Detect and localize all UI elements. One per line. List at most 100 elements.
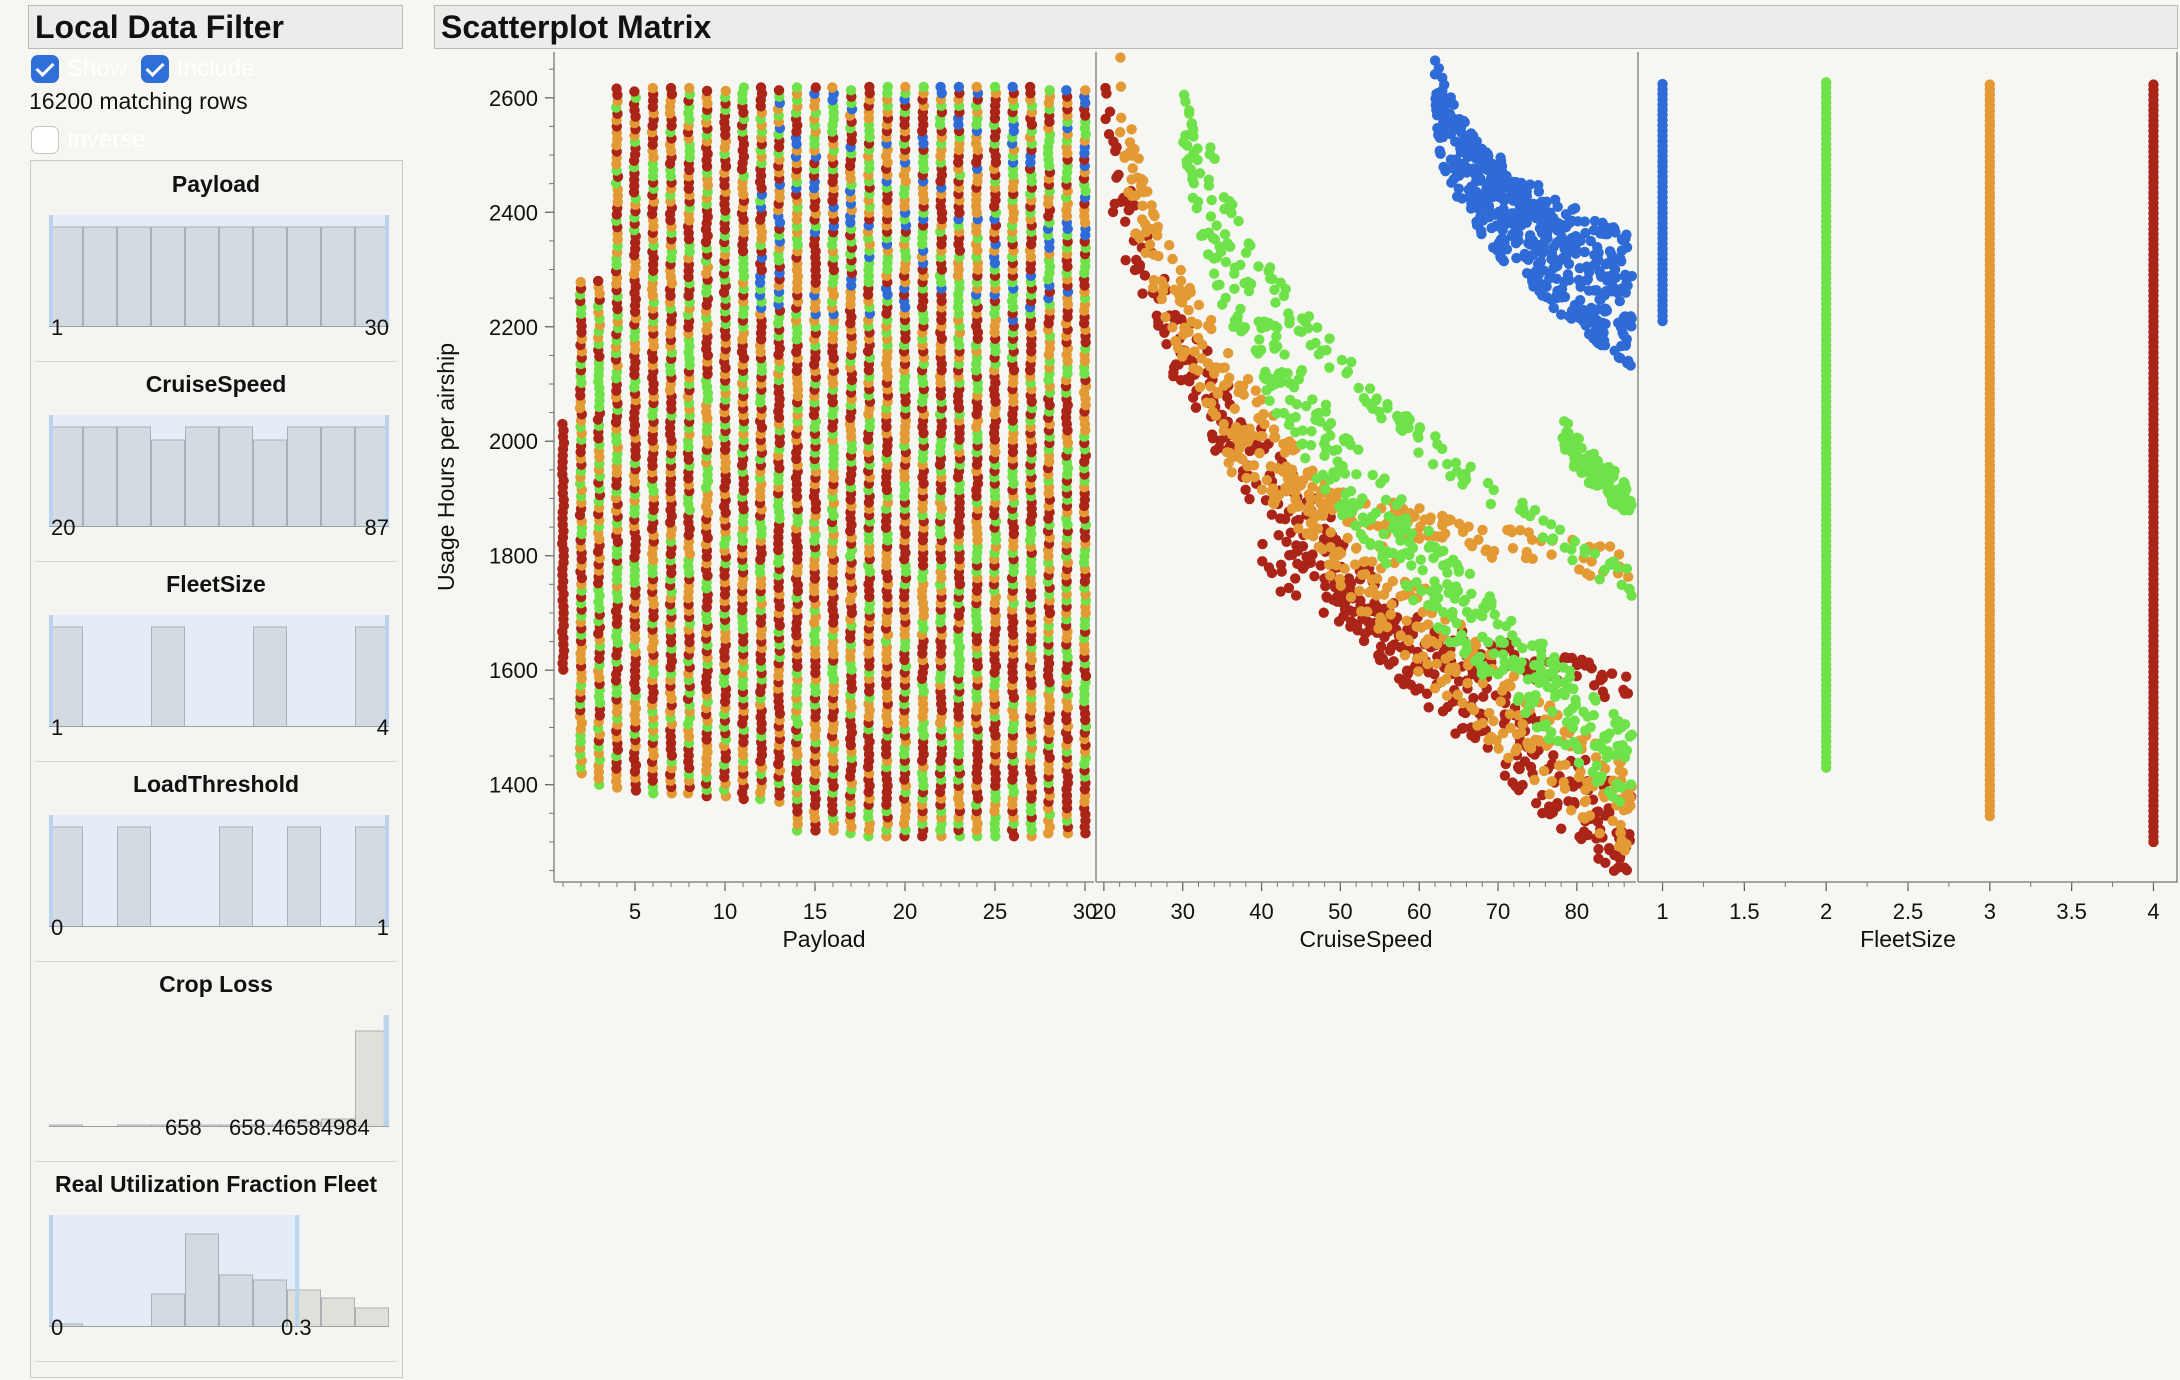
filter-crop-loss[interactable]: Crop Loss 658 658.46584984 (35, 961, 397, 1162)
filter-histogram[interactable] (49, 615, 389, 727)
data-point (1546, 776, 1558, 787)
inverse-label: Inverse (67, 126, 146, 153)
data-point (1126, 124, 1137, 135)
data-point (810, 82, 821, 93)
data-point (989, 81, 1001, 93)
data-point (1386, 599, 1397, 610)
data-point (1290, 573, 1301, 584)
data-point (1335, 580, 1347, 591)
data-point (1423, 525, 1435, 537)
data-point (1250, 385, 1261, 396)
data-point (1283, 582, 1295, 594)
include-checkbox[interactable] (141, 55, 170, 83)
data-point (1522, 674, 1534, 685)
filter-fleetsize[interactable]: FleetSize 1 4 (35, 561, 397, 762)
data-point (1558, 776, 1569, 788)
data-point (1345, 486, 1357, 497)
histogram-bar (321, 426, 355, 527)
data-point (791, 82, 803, 93)
data-point (1137, 288, 1148, 299)
show-label: Show (67, 55, 128, 82)
data-point (1293, 523, 1304, 534)
data-point (1192, 196, 1204, 207)
data-point (1253, 261, 1264, 272)
data-point (1185, 164, 1197, 175)
histogram-bar (185, 1233, 219, 1327)
filter-title: Crop Loss (159, 971, 273, 997)
range-min-handle[interactable] (49, 1215, 53, 1327)
data-point (1256, 322, 1267, 334)
data-point (1331, 444, 1343, 456)
data-point (1353, 444, 1364, 455)
data-point (1167, 322, 1178, 333)
data-point (1597, 686, 1609, 697)
range-max-handle[interactable] (385, 615, 389, 727)
range-max-handle[interactable] (295, 1215, 300, 1327)
range-max-handle[interactable] (385, 1015, 389, 1127)
data-point (1512, 695, 1524, 706)
filter-payload[interactable]: Payload 1 30 (35, 161, 397, 362)
filter-histogram[interactable] (49, 1215, 389, 1327)
data-point (845, 85, 857, 96)
data-point (1302, 506, 1314, 517)
histogram-bar (49, 626, 83, 727)
data-point (1168, 367, 1179, 378)
data-point (1428, 552, 1439, 564)
data-point (1378, 528, 1389, 540)
data-point (1607, 791, 1618, 802)
filter-histogram[interactable] (49, 415, 389, 527)
data-point (1533, 670, 1544, 682)
filter-min-label: 0 (51, 1315, 64, 1340)
data-point (1558, 662, 1569, 673)
data-point (1272, 371, 1283, 383)
range-max-handle[interactable] (385, 215, 389, 327)
data-point (1190, 402, 1202, 413)
filter-histogram[interactable] (49, 215, 389, 327)
data-point (1626, 729, 1638, 740)
data-point (1585, 661, 1596, 672)
data-point (1547, 706, 1558, 717)
range-max-handle[interactable] (385, 815, 389, 927)
data-point (575, 276, 586, 288)
range-min-handle[interactable] (49, 615, 53, 727)
range-min-handle[interactable] (49, 215, 53, 327)
data-point (1451, 559, 1463, 570)
data-point (1296, 439, 1307, 450)
filter-real-utilization-fraction-fleet[interactable]: Real Utilization Fraction Fleet 0 0.3 (35, 1161, 397, 1362)
data-point (1423, 542, 1435, 553)
data-point (1360, 556, 1371, 567)
range-min-handle[interactable] (49, 815, 53, 927)
filter-histogram[interactable] (49, 815, 389, 927)
data-point (1396, 515, 1407, 526)
data-point (1497, 728, 1509, 739)
histogram-bar (287, 226, 321, 327)
show-checkbox[interactable] (31, 55, 59, 83)
data-point (1553, 760, 1565, 771)
histogram-bar (219, 1274, 253, 1327)
data-point (1543, 733, 1555, 745)
data-point (1285, 413, 1296, 424)
range-max-handle[interactable] (385, 415, 389, 527)
data-point (1497, 649, 1509, 660)
data-point (1288, 472, 1300, 483)
filter-histogram[interactable] (49, 1015, 389, 1127)
data-point (1564, 672, 1576, 683)
filter-title: FleetSize (166, 571, 266, 597)
data-point (1594, 828, 1605, 839)
data-point (1115, 81, 1127, 92)
selection-range[interactable] (49, 615, 389, 727)
range-min-handle[interactable] (49, 415, 53, 527)
histogram-bar (151, 226, 185, 327)
data-point (1332, 456, 1343, 467)
filter-cruisespeed[interactable]: CruiseSpeed 20 87 (35, 361, 397, 562)
data-point (773, 85, 785, 96)
histogram-bar (355, 626, 389, 727)
inverse-checkbox[interactable] (31, 126, 59, 154)
data-point (1345, 592, 1357, 603)
data-point (1206, 194, 1217, 206)
data-point (1237, 380, 1249, 392)
matching-rows-count: 16200 matching rows (29, 88, 248, 114)
data-point (1242, 431, 1254, 443)
filter-loadthreshold[interactable]: LoadThreshold 0 1 (35, 761, 397, 962)
data-point (1467, 668, 1478, 680)
